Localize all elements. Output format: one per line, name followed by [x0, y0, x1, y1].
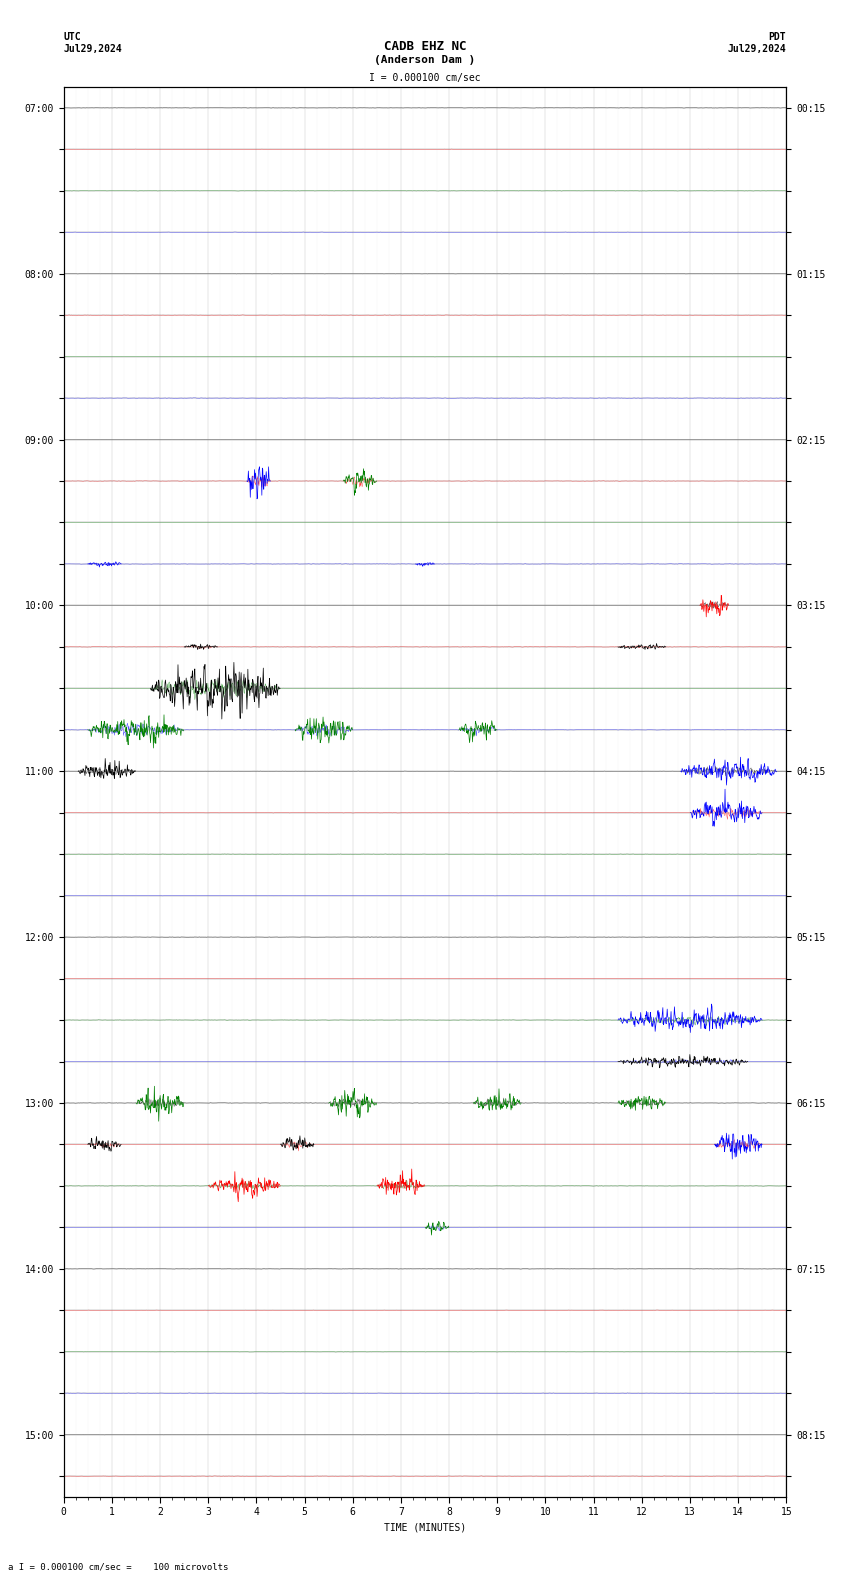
Text: I = 0.000100 cm/sec: I = 0.000100 cm/sec [369, 73, 481, 82]
Text: (Anderson Dam ): (Anderson Dam ) [374, 55, 476, 65]
Text: a I = 0.000100 cm/sec =    100 microvolts: a I = 0.000100 cm/sec = 100 microvolts [8, 1562, 229, 1571]
X-axis label: TIME (MINUTES): TIME (MINUTES) [384, 1522, 466, 1533]
Text: Jul29,2024: Jul29,2024 [728, 44, 786, 54]
Text: PDT: PDT [768, 32, 786, 41]
Text: Jul29,2024: Jul29,2024 [64, 44, 122, 54]
Text: UTC: UTC [64, 32, 82, 41]
Text: CADB EHZ NC: CADB EHZ NC [383, 40, 467, 52]
